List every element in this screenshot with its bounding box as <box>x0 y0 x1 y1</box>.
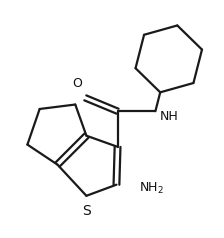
Text: NH: NH <box>160 110 179 123</box>
Text: S: S <box>82 203 91 218</box>
Text: O: O <box>73 77 82 90</box>
Text: NH$_2$: NH$_2$ <box>139 180 164 196</box>
